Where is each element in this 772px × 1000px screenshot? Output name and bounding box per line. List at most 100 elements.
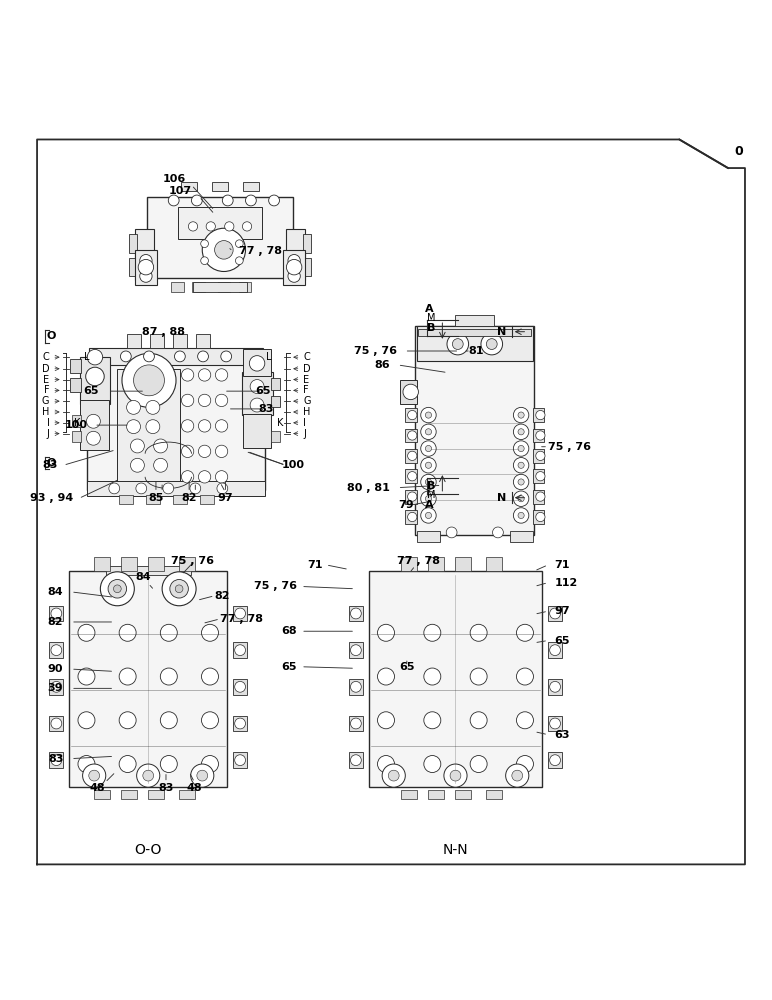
Circle shape <box>421 441 436 456</box>
Circle shape <box>513 508 529 523</box>
Text: 82: 82 <box>181 493 197 503</box>
Circle shape <box>421 474 436 490</box>
Circle shape <box>108 580 127 598</box>
Circle shape <box>222 195 233 206</box>
Bar <box>179 790 195 799</box>
Circle shape <box>198 420 211 432</box>
Bar <box>271 396 280 407</box>
Circle shape <box>235 718 245 729</box>
Circle shape <box>512 770 523 781</box>
Circle shape <box>424 668 441 685</box>
Bar <box>70 359 81 373</box>
Circle shape <box>288 270 300 282</box>
Text: 71: 71 <box>554 560 570 570</box>
Circle shape <box>536 431 545 440</box>
Bar <box>80 400 109 450</box>
Bar <box>178 207 262 239</box>
Circle shape <box>421 491 436 506</box>
Bar <box>405 449 417 463</box>
Text: 97: 97 <box>554 606 570 616</box>
Bar <box>405 469 417 483</box>
Bar <box>49 606 63 621</box>
Circle shape <box>470 712 487 729</box>
Text: 97: 97 <box>218 493 233 503</box>
Circle shape <box>408 472 417 481</box>
Text: 79: 79 <box>398 500 414 510</box>
Text: 77 , 78: 77 , 78 <box>239 246 283 256</box>
Bar <box>171 282 184 292</box>
Text: E: E <box>294 375 310 385</box>
Circle shape <box>249 356 265 371</box>
Circle shape <box>447 333 469 355</box>
Circle shape <box>191 195 202 206</box>
Circle shape <box>86 367 104 386</box>
Circle shape <box>198 445 211 458</box>
Text: O-O: O-O <box>134 843 162 857</box>
Text: F: F <box>44 385 59 395</box>
Text: A: A <box>425 304 434 314</box>
Bar <box>129 258 137 276</box>
Circle shape <box>127 420 141 434</box>
Circle shape <box>162 572 196 606</box>
Circle shape <box>518 462 524 468</box>
Text: 112: 112 <box>554 578 577 588</box>
Text: 75 , 76: 75 , 76 <box>254 581 297 591</box>
Text: 0: 0 <box>734 145 743 158</box>
Circle shape <box>201 624 218 641</box>
Text: 63: 63 <box>554 730 570 740</box>
Circle shape <box>518 496 524 502</box>
Circle shape <box>378 624 394 641</box>
Bar <box>49 642 63 658</box>
Circle shape <box>215 420 228 432</box>
Circle shape <box>161 712 178 729</box>
Circle shape <box>421 407 436 423</box>
Circle shape <box>350 608 361 619</box>
Circle shape <box>350 681 361 692</box>
Bar <box>117 369 180 485</box>
Bar <box>405 510 417 524</box>
Circle shape <box>424 624 441 641</box>
Circle shape <box>408 492 417 501</box>
Bar <box>193 282 247 292</box>
Bar <box>548 752 562 768</box>
Circle shape <box>146 420 160 434</box>
Circle shape <box>516 668 533 685</box>
Text: 87 , 88: 87 , 88 <box>142 327 185 337</box>
Circle shape <box>470 624 487 641</box>
Bar <box>548 716 562 731</box>
Circle shape <box>513 424 529 440</box>
Circle shape <box>425 462 432 468</box>
Circle shape <box>378 712 394 729</box>
Bar <box>179 557 195 571</box>
Text: 83: 83 <box>48 754 63 764</box>
Bar <box>200 495 214 504</box>
Text: 83: 83 <box>259 404 274 414</box>
Circle shape <box>113 585 121 593</box>
Circle shape <box>51 681 62 692</box>
Circle shape <box>408 410 417 420</box>
Bar <box>286 229 305 280</box>
Text: 107: 107 <box>168 186 191 196</box>
Text: J: J <box>294 429 306 439</box>
Bar <box>233 716 247 731</box>
Circle shape <box>130 458 144 472</box>
Circle shape <box>286 259 302 275</box>
Circle shape <box>516 712 533 729</box>
Circle shape <box>137 764 160 787</box>
Bar <box>271 378 280 390</box>
Circle shape <box>78 624 95 641</box>
Circle shape <box>181 394 194 407</box>
Bar <box>349 752 363 768</box>
Bar <box>486 557 502 571</box>
Circle shape <box>235 257 243 265</box>
Circle shape <box>513 441 529 456</box>
Circle shape <box>202 228 245 271</box>
Text: 93 , 94: 93 , 94 <box>30 493 73 503</box>
Circle shape <box>215 241 233 259</box>
Circle shape <box>421 458 436 473</box>
Text: 75 , 76: 75 , 76 <box>548 442 591 452</box>
Circle shape <box>161 756 178 773</box>
Bar <box>401 557 417 571</box>
Bar <box>533 490 544 504</box>
Bar <box>233 752 247 768</box>
